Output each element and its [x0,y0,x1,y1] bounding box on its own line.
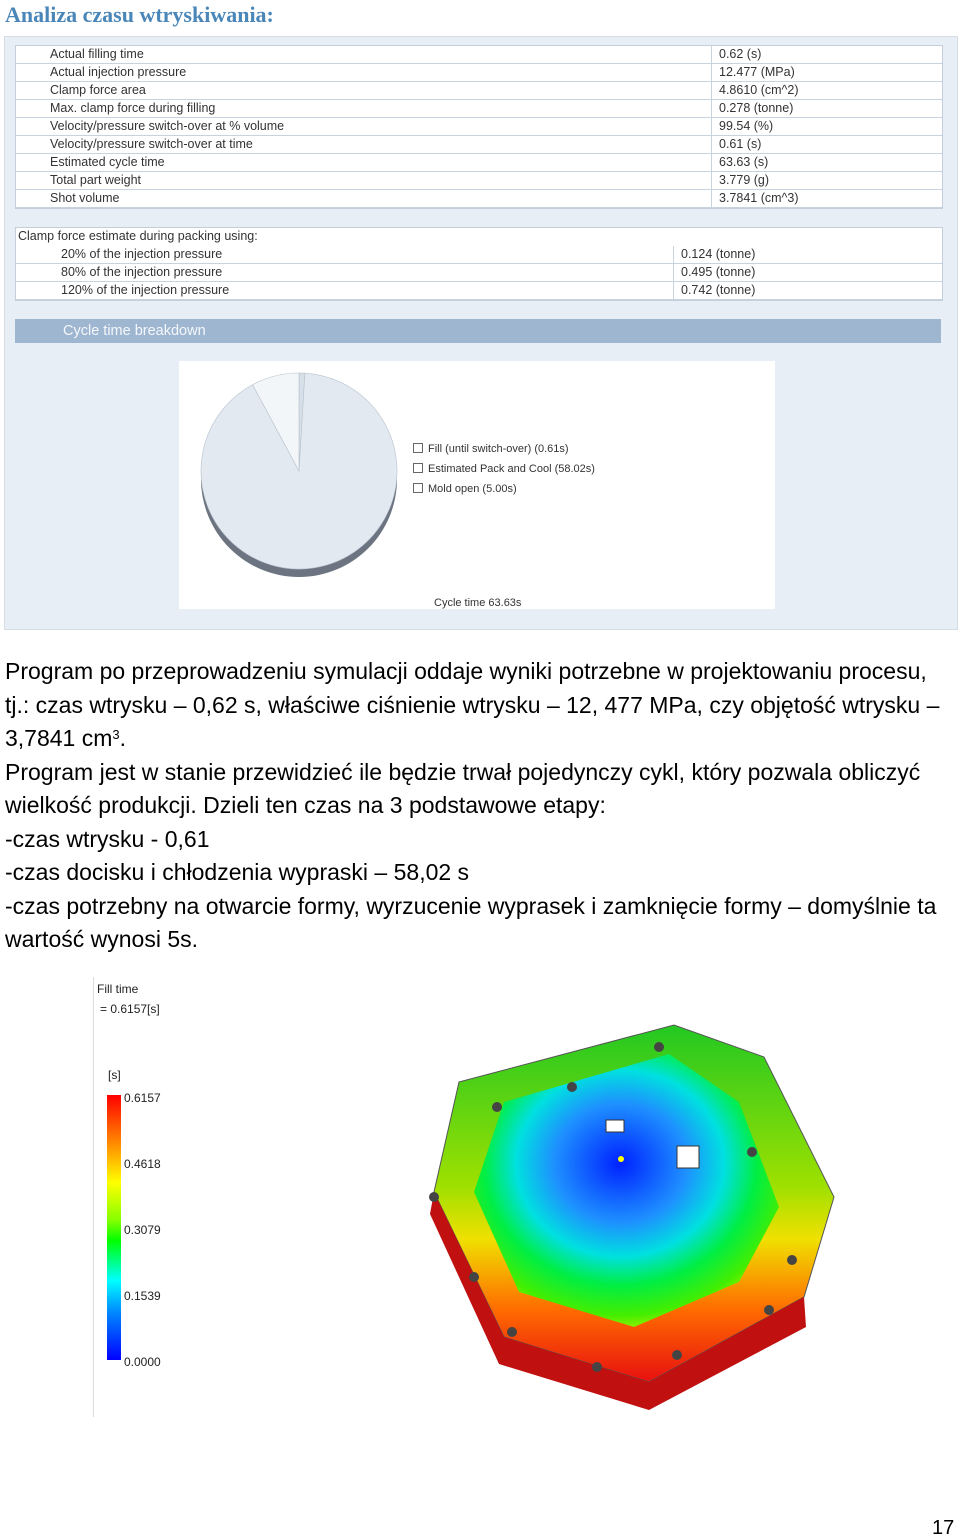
result-row: Clamp force area 4.8610 (cm^2) [16,82,942,100]
clamp-row: 120% of the injection pressure 0.742 (ton… [16,282,942,300]
legend-label: Fill (until switch-over) (0.61s) [428,443,569,455]
result-label: Total part weight [50,173,142,187]
results-table: Actual filling time 0.62 (s) Actual inject… [15,45,943,209]
clamp-row: 20% of the injection pressure 0.124 (tonn… [16,246,942,264]
scale-tick: 0.0000 [124,1355,161,1369]
cycle-time-breakdown-header: Cycle time breakdown [15,319,941,343]
result-value: 0.278 (tonne) [711,100,793,117]
mold-hole [492,1102,502,1112]
paragraph-1: Program po przeprowadzeniu symulacji odd… [5,658,940,751]
scale-tick: 0.4618 [124,1157,161,1171]
body-text: Program po przeprowadzeniu symulacji odd… [5,655,955,957]
mold-rim-bottom-face [430,1192,806,1410]
mold-hole [567,1082,577,1092]
insert-block [605,1119,625,1133]
result-value: 0.61 (s) [711,136,761,153]
mold-part-render [429,1024,835,1410]
pie-chart [200,372,398,577]
result-value: 99.54 (%) [711,118,773,135]
cycle-time-label: Cycle time 63.63s [434,597,522,609]
result-value: 3.779 (g) [711,172,769,189]
mold-hole [672,1350,682,1360]
clamp-label: 120% of the injection pressure [61,283,230,297]
sim-value: = 0.6157[s] [100,1002,160,1016]
mold-hole [592,1362,602,1372]
legend-item: Estimated Pack and Cool (58.02s) [413,463,595,475]
legend-label: Estimated Pack and Cool (58.02s) [428,463,595,475]
scale-unit: [s] [108,1068,121,1082]
insert-block [676,1145,700,1169]
mold-hole [764,1305,774,1315]
legend-swatch [413,483,423,493]
fill-time-simulation: Fill time = 0.6157[s] [s] 0.6157 0.4618 … [93,977,868,1417]
legend-swatch [413,463,423,473]
section-heading: Analiza czasu wtryskiwania: [5,2,274,27]
mold-hole [747,1147,757,1157]
paragraph-2: Program jest w stanie przewidzieć ile bę… [5,758,921,819]
color-scale-bar [107,1095,121,1360]
clamp-force-table: Clamp force estimate during packing usin… [15,227,943,301]
clamp-value: 0.124 (tonne) [673,246,755,263]
result-row: Velocity/pressure switch-over at time 0.6… [16,136,942,154]
result-label: Max. clamp force during filling [50,101,216,115]
gate-point [618,1156,624,1162]
mold-hole [469,1272,479,1282]
result-label: Actual filling time [50,47,144,61]
result-label: Velocity/pressure switch-over at time [50,137,253,151]
result-value: 12.477 (MPa) [711,64,795,81]
result-value: 4.8610 (cm^2) [711,82,799,99]
clamp-row: 80% of the injection pressure 0.495 (tonn… [16,264,942,282]
clamp-force-title: Clamp force estimate during packing usin… [18,229,258,243]
scale-tick: 0.3079 [124,1223,161,1237]
result-label: Clamp force area [50,83,146,97]
pie-slice [200,372,398,570]
result-row: Estimated cycle time 63.63 (s) [16,154,942,172]
legend-label: Mold open (5.00s) [428,483,517,495]
result-label: Actual injection pressure [50,65,187,79]
mold-cavity-fill [474,1054,779,1327]
page-number: 17 [932,1517,955,1539]
mold-hole [654,1042,664,1052]
breakdown-title: Cycle time breakdown [63,323,206,339]
clamp-label: 20% of the injection pressure [61,247,223,261]
sim-title: Fill time [97,982,139,996]
result-label: Shot volume [50,191,120,205]
result-row: Shot volume 3.7841 (cm^3) [16,190,942,208]
legend-item: Fill (until switch-over) (0.61s) [413,443,569,455]
legend-swatch [413,443,423,453]
result-value: 3.7841 (cm^3) [711,190,799,207]
clamp-value: 0.495 (tonne) [673,264,755,281]
result-row: Actual injection pressure 12.477 (MPa) [16,64,942,82]
result-value: 0.62 (s) [711,46,761,63]
list-item: -czas docisku i chłodzenia wypraski – 58… [5,859,470,885]
scale-tick: 0.6157 [124,1091,161,1105]
clamp-value: 0.742 (tonne) [673,282,755,299]
analysis-report-panel: Actual filling time 0.62 (s) Actual inject… [4,36,958,630]
list-item: -czas potrzebny na otwarcie formy, wyrzu… [5,892,937,953]
legend-item: Mold open (5.00s) [413,483,517,495]
result-row: Actual filling time 0.62 (s) [16,46,942,64]
result-label: Estimated cycle time [50,155,165,169]
result-row: Max. clamp force during filling 0.278 (to… [16,100,942,118]
result-row: Total part weight 3.779 (g) [16,172,942,190]
clamp-label: 80% of the injection pressure [61,265,223,279]
result-label: Velocity/pressure switch-over at % volum… [50,119,285,133]
mold-hole [507,1327,517,1337]
pie-slice [252,372,300,472]
scale-tick: 0.1539 [124,1289,161,1303]
result-value: 63.63 (s) [711,154,768,171]
mold-hole [429,1192,439,1202]
result-row: Velocity/pressure switch-over at % volum… [16,118,942,136]
mold-hole [787,1255,797,1265]
pie-chart-panel: Fill (until switch-over) (0.61s) Estimate… [179,361,775,609]
list-item: -czas wtrysku - 0,61 [5,825,210,852]
